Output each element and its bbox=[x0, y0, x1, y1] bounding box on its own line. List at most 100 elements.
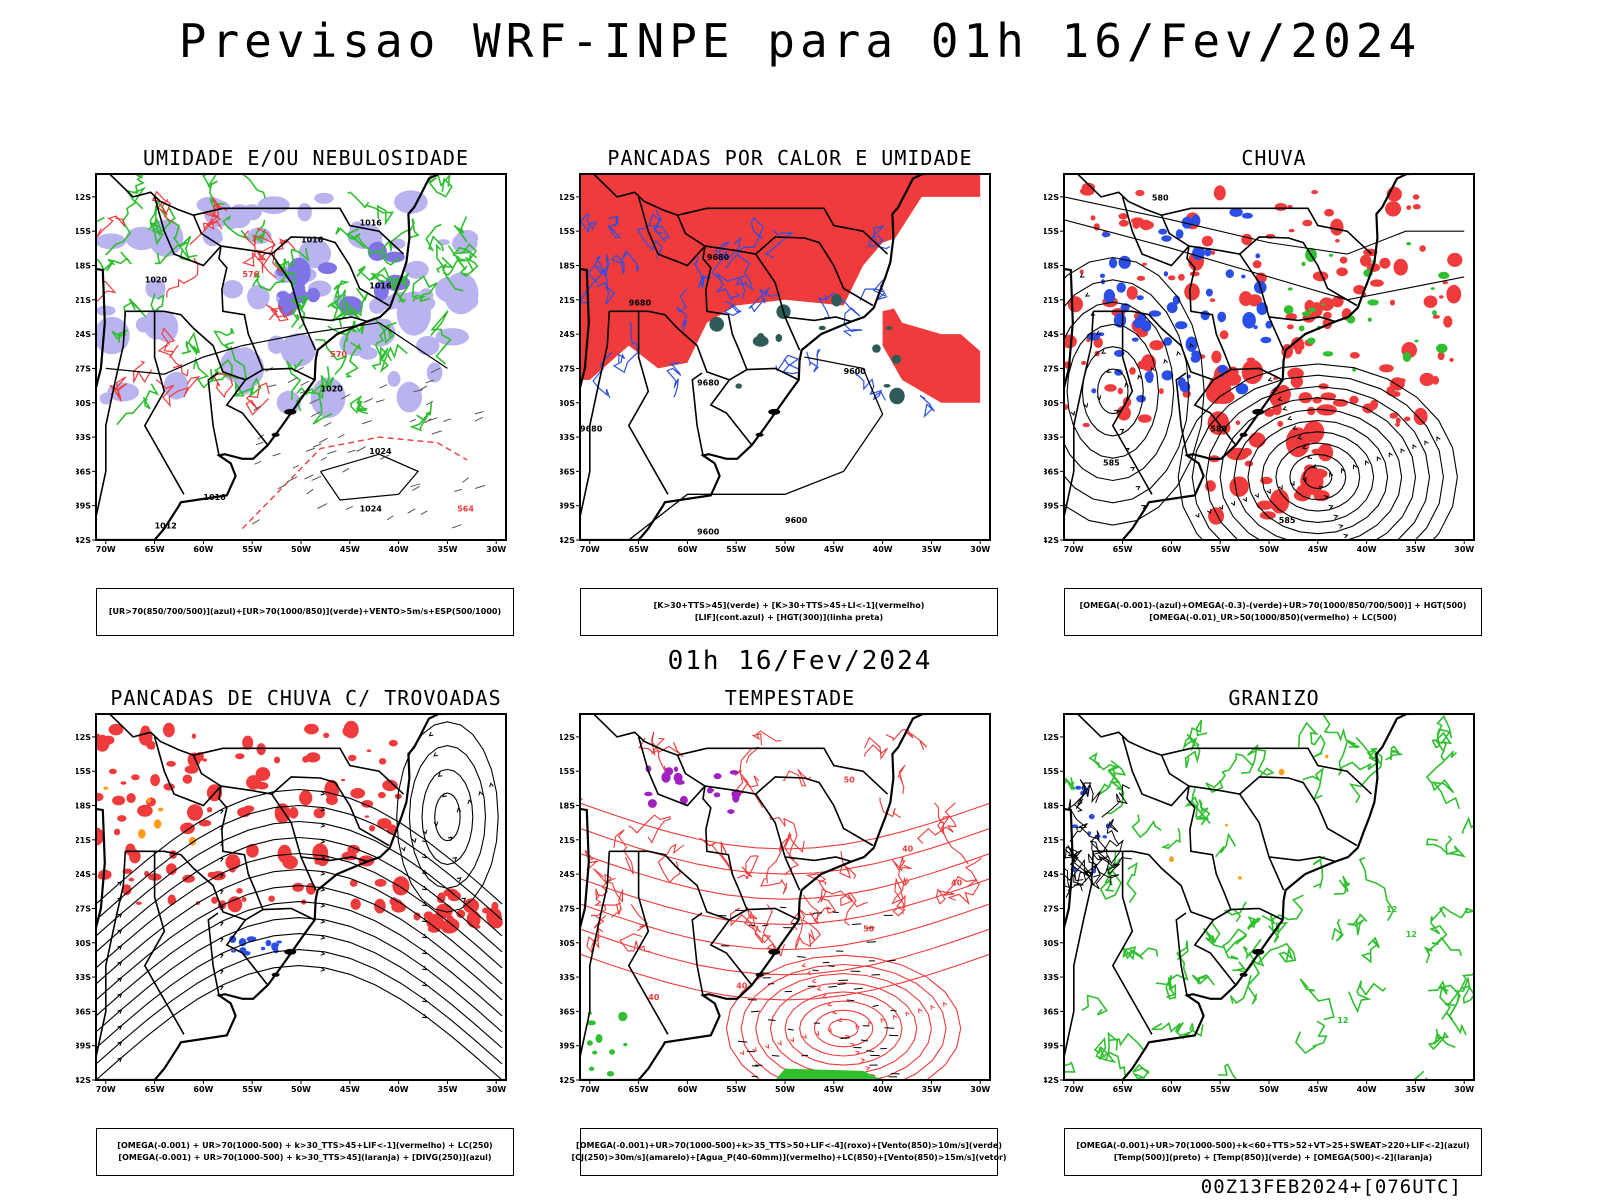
border-line bbox=[109, 174, 269, 446]
rain-red bbox=[1140, 219, 1152, 231]
border-line bbox=[1188, 785, 1285, 891]
rain-red bbox=[1213, 185, 1226, 201]
wind-green-area bbox=[618, 1011, 628, 1022]
rain-red bbox=[1269, 489, 1290, 514]
lat-label: 33S bbox=[76, 433, 91, 442]
rain-red bbox=[1319, 297, 1335, 311]
precipitable-water-red bbox=[638, 731, 684, 758]
temp850-green-contour bbox=[1081, 994, 1109, 1016]
streamline bbox=[1097, 368, 1129, 415]
hail-blue bbox=[1102, 835, 1108, 839]
precipitable-water-red bbox=[933, 802, 969, 865]
streamline-arrow bbox=[401, 846, 406, 852]
streamline bbox=[96, 852, 503, 969]
thunder-red bbox=[246, 775, 262, 790]
divergence-blue bbox=[239, 947, 247, 953]
lat-label: 42S bbox=[76, 1076, 91, 1085]
border-line bbox=[300, 316, 368, 323]
rain-green bbox=[1321, 303, 1326, 306]
streamline-red-arrow bbox=[905, 1011, 910, 1017]
rain-green bbox=[1438, 271, 1450, 279]
rain-red bbox=[1353, 284, 1366, 295]
thunder-red bbox=[463, 898, 480, 914]
humidity-lavender bbox=[401, 315, 422, 334]
lon-label: 30W bbox=[486, 545, 506, 554]
rain-red bbox=[1259, 511, 1276, 520]
streamline-arrow bbox=[1348, 544, 1352, 548]
border-line bbox=[1111, 311, 1153, 495]
humidity-green-contour bbox=[453, 216, 468, 243]
rain-red bbox=[1104, 384, 1117, 392]
wind-vector bbox=[320, 456, 328, 461]
thunder-red bbox=[323, 732, 330, 738]
map-frame bbox=[579, 713, 991, 1081]
border-line bbox=[593, 714, 753, 986]
lon-label: 50W bbox=[775, 1085, 795, 1094]
map-tempestade: 50 40 40 50 40 40 12S 15S 18S 21S 24S 27S 30S 33S 36S 3… bbox=[560, 713, 991, 1094]
border-line bbox=[271, 236, 390, 307]
lon-label: 45W bbox=[340, 545, 360, 554]
rain-blue bbox=[1255, 253, 1261, 259]
streamline bbox=[1081, 346, 1144, 437]
streamline-arrow bbox=[456, 807, 462, 813]
lat-label: 39S bbox=[1044, 1042, 1059, 1051]
lat-label: 24S bbox=[76, 330, 91, 339]
humidity-green-contour bbox=[436, 243, 455, 269]
humidity-lavender bbox=[222, 280, 243, 299]
omega-orange bbox=[1278, 768, 1285, 776]
temp850-green-contour bbox=[1385, 745, 1404, 761]
precipitable-water-red bbox=[840, 891, 868, 926]
streamline-arrow bbox=[117, 1009, 123, 1014]
red-contour-label: 564 bbox=[457, 504, 474, 513]
legend-line: [Temp(500)](preto) + [Temp(850)](verde) … bbox=[1113, 1153, 1433, 1162]
lon-label: 70W bbox=[580, 545, 600, 554]
wind-vector bbox=[866, 941, 877, 943]
thickness-red-contour bbox=[245, 382, 270, 416]
streamline-arrow bbox=[1282, 406, 1288, 411]
lat-label: 30S bbox=[76, 939, 91, 948]
precipitable-water-red bbox=[935, 875, 978, 905]
border-line bbox=[1161, 747, 1373, 795]
humidity-lavender bbox=[358, 346, 378, 360]
lon-label: 40W bbox=[389, 1085, 409, 1094]
lat-label: 15S bbox=[560, 767, 575, 776]
wind-vector bbox=[832, 911, 839, 914]
wind-vector bbox=[474, 416, 484, 422]
lon-label: 55W bbox=[242, 545, 262, 554]
wind-vector bbox=[267, 384, 277, 388]
wind-vector bbox=[425, 400, 434, 406]
panel-title: CHUVA bbox=[1241, 146, 1307, 170]
temp850-green-contour bbox=[1425, 760, 1461, 810]
thunder-red bbox=[211, 896, 218, 904]
divergence-blue bbox=[260, 946, 266, 951]
rain-blue bbox=[1158, 228, 1168, 235]
humidity-green-contour bbox=[350, 395, 369, 415]
lon-label: 40W bbox=[1357, 1085, 1377, 1094]
humidity-green-contour bbox=[379, 343, 408, 373]
border-line bbox=[262, 367, 316, 381]
streamline-red-arrow bbox=[752, 1047, 757, 1053]
lat-label: 33S bbox=[560, 433, 575, 442]
rain-red bbox=[1149, 340, 1164, 351]
legend-line: [CJ(250)>30m/s](amarelo)+[Agua_P(40-60mm… bbox=[571, 1153, 1007, 1162]
rain-red bbox=[1247, 294, 1262, 307]
streamline-arrow bbox=[1084, 292, 1090, 297]
lon-label: 50W bbox=[1259, 1085, 1279, 1094]
temp850-green-contour bbox=[1064, 777, 1076, 791]
streamline-red-arrow bbox=[855, 1024, 860, 1030]
precipitable-water-red bbox=[628, 814, 672, 844]
lon-label: 45W bbox=[824, 1085, 844, 1094]
rain-green bbox=[1301, 261, 1306, 267]
rain-red bbox=[1437, 351, 1445, 361]
lat-label: 12S bbox=[76, 193, 91, 202]
thunder-red bbox=[274, 803, 291, 824]
lat-label: 33S bbox=[1044, 433, 1059, 442]
border-line bbox=[125, 310, 246, 381]
lon-label: 35W bbox=[437, 1085, 457, 1094]
wind-vector bbox=[413, 389, 423, 393]
wind-vector bbox=[451, 524, 462, 529]
rain-blue bbox=[1136, 295, 1144, 301]
lon-label: 50W bbox=[291, 545, 311, 554]
rain-blue bbox=[1179, 381, 1191, 393]
wind-green-area bbox=[595, 1034, 603, 1043]
